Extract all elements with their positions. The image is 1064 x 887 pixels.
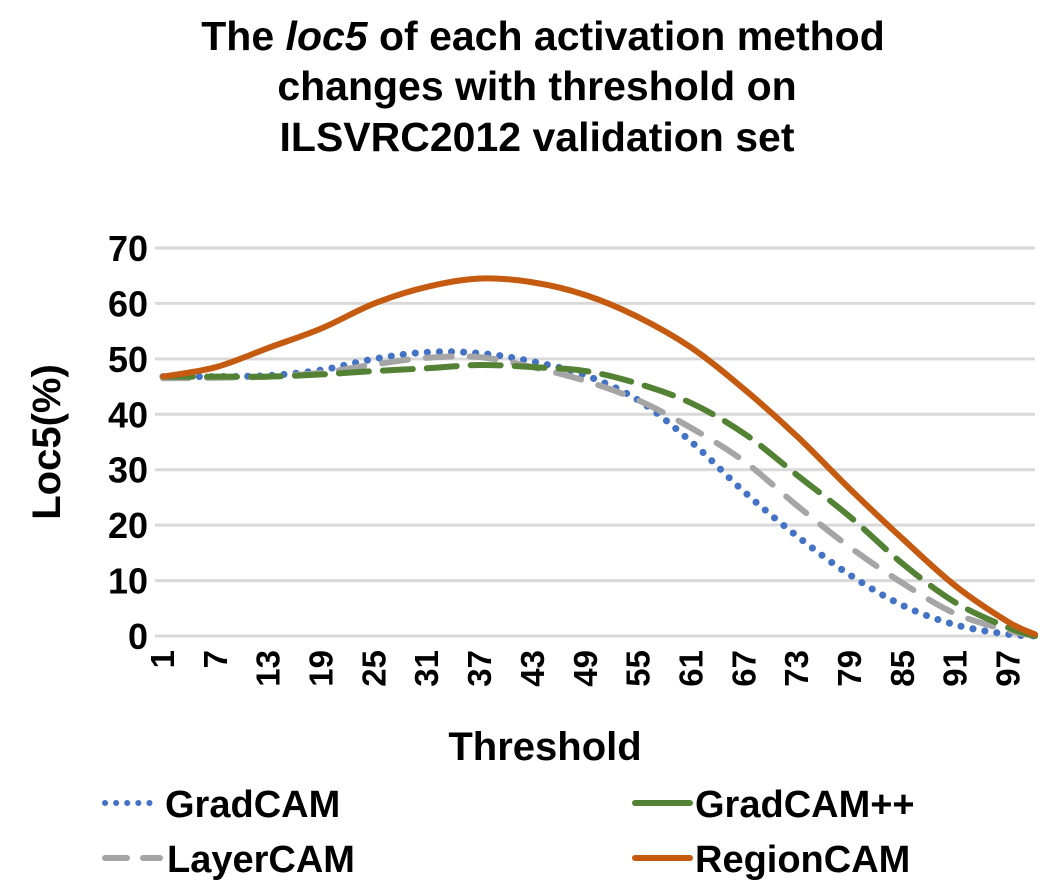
y-axis-label: Loc5(%) (25, 364, 69, 520)
series-line-gradcam (159, 348, 1039, 640)
gridlines (155, 246, 1035, 638)
x-tick-label: 97 (990, 650, 1027, 687)
x-tick-label: 1 (144, 650, 181, 668)
title-italic: loc5 (286, 13, 369, 59)
x-tick-label: 67 (725, 650, 762, 687)
x-tick-label: 61 (672, 650, 709, 687)
chart-title-line3: ILSVRC2012 validation set (280, 114, 795, 160)
title-post: of each activation method (368, 13, 885, 59)
y-tick-labels: 0 10 20 30 40 50 60 70 (108, 228, 148, 657)
series-lines (159, 275, 1039, 640)
legend-label: RegionCAM (695, 839, 910, 881)
x-tick-label: 85 (884, 650, 921, 687)
x-tick-label: 13 (250, 650, 287, 687)
x-tick-label: 91 (937, 650, 974, 687)
x-tick-label: 19 (303, 650, 340, 687)
y-tick-label: 10 (108, 561, 148, 602)
legend-item: LayerCAM (102, 839, 355, 881)
x-axis-label: Threshold (448, 725, 641, 769)
legend-item: GradCAM (102, 784, 340, 826)
series-line-regioncam (160, 275, 1038, 638)
y-tick-label: 50 (108, 339, 148, 380)
series-line-layercam (160, 353, 1038, 639)
x-tick-label: 37 (461, 650, 498, 687)
x-tick-label: 49 (567, 650, 604, 687)
chart-title-line2: changes with threshold on (277, 63, 796, 109)
x-tick-label: 25 (355, 650, 392, 687)
legend: GradCAM GradCAM++ LayerCAM RegionCAM (102, 784, 915, 881)
x-tick-labels: 1 7 13 19 25 31 37 43 49 55 61 67 73 79 85 91 97 (144, 650, 1027, 687)
legend-label: LayerCAM (167, 839, 355, 881)
y-tick-label: 60 (108, 283, 148, 324)
title-pre: The (201, 13, 285, 59)
y-tick-label: 0 (128, 616, 148, 657)
y-tick-label: 70 (108, 228, 148, 269)
x-tick-label: 79 (831, 650, 868, 687)
y-tick-label: 40 (108, 394, 148, 435)
legend-label: GradCAM++ (695, 784, 915, 826)
y-tick-label: 30 (108, 450, 148, 491)
x-tick-label: 73 (778, 650, 815, 687)
legend-label: GradCAM (165, 784, 340, 826)
x-tick-label: 55 (620, 650, 657, 687)
x-tick-label: 7 (197, 650, 234, 668)
chart-title-line1: The loc5 of each activation method (201, 13, 885, 59)
x-tick-label: 31 (408, 650, 445, 687)
x-tick-label: 43 (514, 650, 551, 687)
y-tick-label: 20 (108, 505, 148, 546)
series-line-gradcamplusplus (160, 361, 1038, 639)
legend-item: GradCAM++ (632, 784, 915, 826)
legend-item: RegionCAM (632, 839, 910, 881)
